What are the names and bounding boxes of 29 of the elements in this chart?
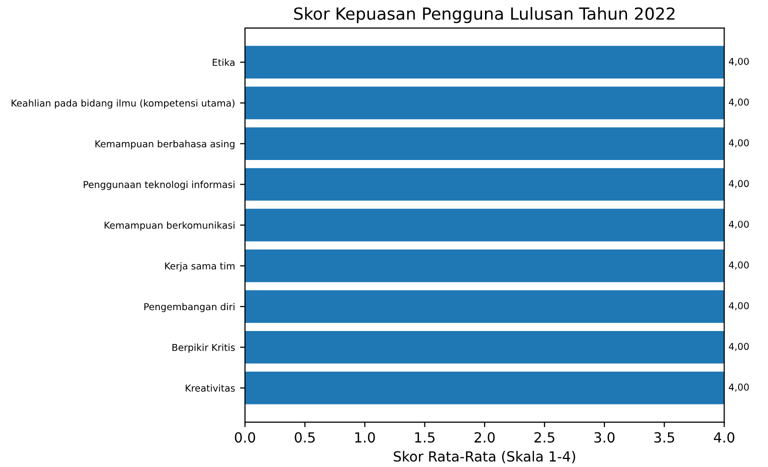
data-label: 4,00 (728, 98, 749, 107)
x-tick-label: 3.0 (594, 432, 615, 443)
x-tick-label: 0.0 (234, 432, 256, 443)
y-tick-label: Penggunaan teknologi informasi (84, 180, 234, 190)
y-tick-label: Keahlian pada bidang ilmu (kompetensi utama) (12, 99, 234, 108)
data-label: 4,00 (728, 139, 749, 148)
y-tick-label: Pengembangan diri (144, 302, 234, 312)
x-tick-label: 2.5 (534, 432, 554, 443)
x-tick-label: 4.0 (714, 432, 734, 443)
x-tick-label: 2.0 (474, 432, 495, 443)
data-label: 4,00 (728, 261, 749, 270)
data-label: 4,00 (728, 180, 749, 188)
data-label: 4,00 (728, 384, 749, 392)
data-label: 4,00 (728, 302, 749, 310)
y-tick-label: Etika (212, 58, 234, 66)
data-label: 4,00 (728, 342, 749, 351)
data-label: 4,00 (728, 58, 749, 66)
data-label: 4,00 (728, 220, 749, 229)
y-tick-label: Berpikir Kritis (172, 344, 235, 353)
x-tick-label: 1.0 (355, 432, 375, 443)
y-tick-label: Kreativitas (186, 384, 235, 392)
x-axis-title: Skor Rata-Rata (Skala 1-4) (394, 450, 576, 464)
x-tick-label: 0.5 (294, 432, 315, 443)
y-tick-label: Kemampuan berkomunikasi (104, 222, 234, 231)
y-tick-label: Kerja sama tim (165, 262, 234, 272)
x-tick-label: 1.5 (415, 432, 435, 443)
x-tick-label: 3.5 (654, 432, 674, 443)
chart-title: Skor Kepuasan Pengguna Lulusan Tahun 2022 (294, 7, 674, 24)
y-tick-label: Kemampuan berbahasa asing (95, 140, 234, 150)
